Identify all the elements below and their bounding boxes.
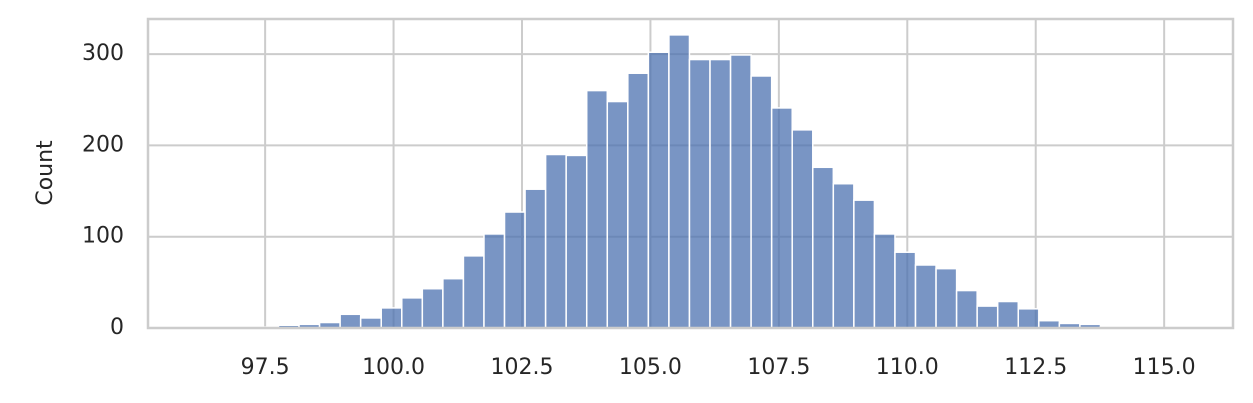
y-axis-label: Count xyxy=(33,140,58,206)
bar xyxy=(853,199,876,329)
bar xyxy=(914,264,937,329)
x-tick-label: 107.5 xyxy=(747,355,810,380)
bar xyxy=(462,255,485,329)
bar xyxy=(709,58,732,329)
bar xyxy=(339,313,362,329)
bar xyxy=(688,58,711,329)
bar xyxy=(729,54,752,329)
plot-frame xyxy=(146,17,1235,330)
bar xyxy=(483,233,506,329)
bar xyxy=(935,267,958,329)
bar xyxy=(585,89,609,329)
x-tick-label: 102.5 xyxy=(491,355,554,380)
bar xyxy=(421,287,444,329)
bar xyxy=(647,51,670,329)
bar xyxy=(955,289,978,329)
x-tick-label: 110.0 xyxy=(876,355,939,380)
bar xyxy=(976,305,999,329)
bar xyxy=(503,211,526,329)
bar xyxy=(380,307,403,329)
x-tick-label: 100.0 xyxy=(362,355,425,380)
bar xyxy=(668,34,691,329)
bar xyxy=(832,182,855,329)
x-tick-label: 105.0 xyxy=(619,355,682,380)
y-tick-label: 100 xyxy=(82,224,124,249)
bar xyxy=(791,129,814,329)
bar xyxy=(359,317,382,329)
bar xyxy=(627,72,650,329)
x-tick-label: 112.5 xyxy=(1004,355,1067,380)
bar xyxy=(996,300,1020,329)
x-tick-label: 115.0 xyxy=(1133,355,1196,380)
bar xyxy=(1017,308,1040,329)
bar xyxy=(442,277,465,329)
y-tick-label: 200 xyxy=(82,132,124,157)
bar xyxy=(770,107,793,329)
y-tick-label: 0 xyxy=(110,315,124,340)
bar xyxy=(812,166,835,329)
bar xyxy=(606,100,629,329)
bar xyxy=(565,154,588,329)
bar xyxy=(894,251,917,329)
bar xyxy=(750,75,773,329)
x-tick-label: 97.5 xyxy=(241,355,290,380)
bar xyxy=(524,188,547,329)
bar xyxy=(401,297,424,329)
bar xyxy=(873,233,896,329)
y-tick-label: 300 xyxy=(82,41,124,66)
bar xyxy=(544,153,567,329)
